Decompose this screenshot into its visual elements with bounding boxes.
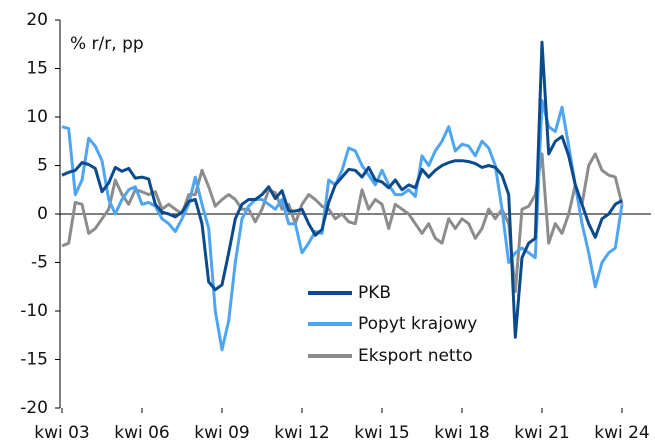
x-tick-label: kwi 24 — [594, 423, 650, 443]
y-axis-label: % r/r, pp — [70, 34, 144, 54]
legend-label: Eksport netto — [358, 346, 473, 366]
y-tick-label: -5 — [31, 253, 48, 273]
x-tick-label: kwi 06 — [114, 423, 170, 443]
x-tick-label: kwi 03 — [34, 423, 90, 443]
series-line — [61, 152, 624, 294]
x-tick-label: kwi 18 — [434, 423, 490, 443]
x-tick-label: kwi 12 — [274, 423, 330, 443]
y-tick-label: 20 — [26, 10, 48, 30]
series-line — [61, 40, 623, 339]
y-tick-label: 0 — [37, 204, 48, 224]
y-tick-label: -15 — [20, 350, 48, 370]
legend-label: Popyt krajowy — [358, 314, 477, 334]
x-tick-label: kwi 21 — [514, 423, 570, 443]
y-tick-label: 10 — [26, 107, 48, 127]
y-tick-label: -10 — [20, 301, 48, 321]
legend-label: PKB — [358, 283, 391, 303]
x-tick-label: kwi 09 — [194, 423, 250, 443]
y-tick-label: -20 — [20, 398, 48, 418]
x-tick-label: kwi 15 — [354, 423, 410, 443]
y-tick-label: 15 — [26, 59, 48, 79]
y-tick-label: 5 — [37, 156, 48, 176]
